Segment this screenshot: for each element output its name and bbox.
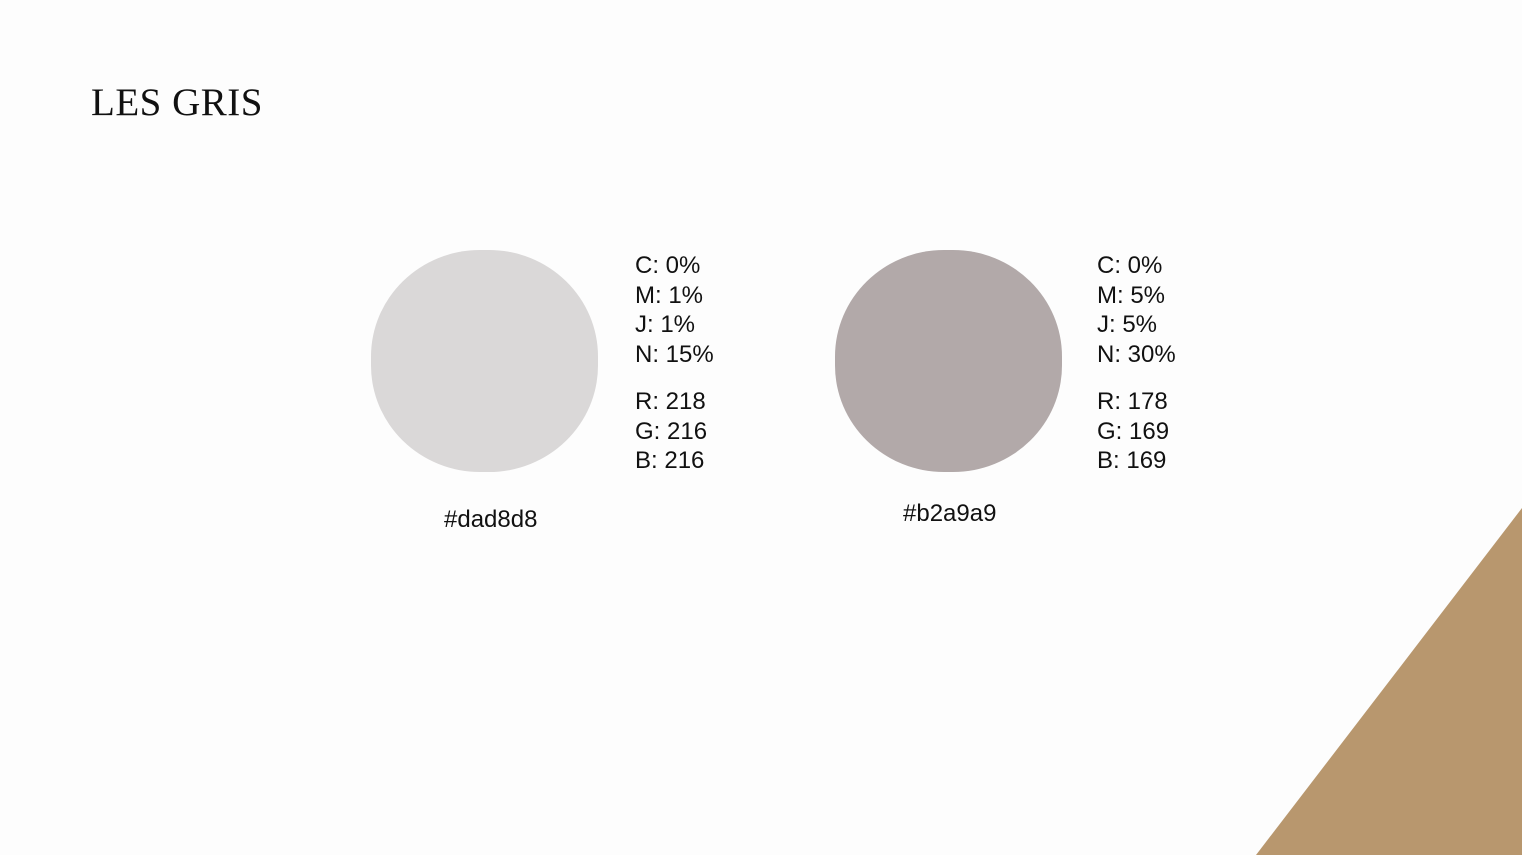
rgb-green-value: G: 169 bbox=[1097, 417, 1170, 445]
page-title: LES GRIS bbox=[91, 81, 263, 124]
cmyk-black-value: N: 30% bbox=[1097, 340, 1176, 368]
corner-triangle-shape bbox=[1256, 508, 1522, 855]
decorative-corner-triangle bbox=[1256, 508, 1522, 855]
rgb-red-value: R: 178 bbox=[1097, 388, 1168, 415]
values-spacer bbox=[635, 369, 714, 387]
cmyk-magenta-value: M: 1% bbox=[635, 281, 704, 309]
color-values-warm-gray: C: 0% M: 5% J: 5% N: 30% R: 178 G: 169 B… bbox=[1097, 251, 1176, 476]
cmyk-cyan-value: C: 0% bbox=[635, 252, 701, 279]
hex-code-light-gray: #dad8d8 bbox=[444, 506, 538, 533]
values-spacer bbox=[1097, 369, 1176, 387]
rgb-green-value: G: 216 bbox=[635, 417, 708, 445]
hex-code-warm-gray: #b2a9a9 bbox=[903, 500, 997, 527]
cmyk-black-value: N: 15% bbox=[635, 340, 714, 368]
cmyk-yellow-value: J: 1% bbox=[635, 311, 696, 338]
cmyk-yellow-value: J: 5% bbox=[1097, 311, 1158, 338]
rgb-red-value: R: 218 bbox=[635, 388, 706, 415]
cmyk-magenta-value: M: 5% bbox=[1097, 281, 1166, 309]
color-swatch-light-gray bbox=[371, 250, 598, 472]
rgb-blue-value: B: 216 bbox=[635, 447, 705, 474]
cmyk-cyan-value: C: 0% bbox=[1097, 252, 1163, 279]
color-values-light-gray: C: 0% M: 1% J: 1% N: 15% R: 218 G: 216 B… bbox=[635, 251, 714, 476]
rgb-blue-value: B: 169 bbox=[1097, 447, 1167, 474]
color-swatch-warm-gray bbox=[835, 250, 1062, 472]
